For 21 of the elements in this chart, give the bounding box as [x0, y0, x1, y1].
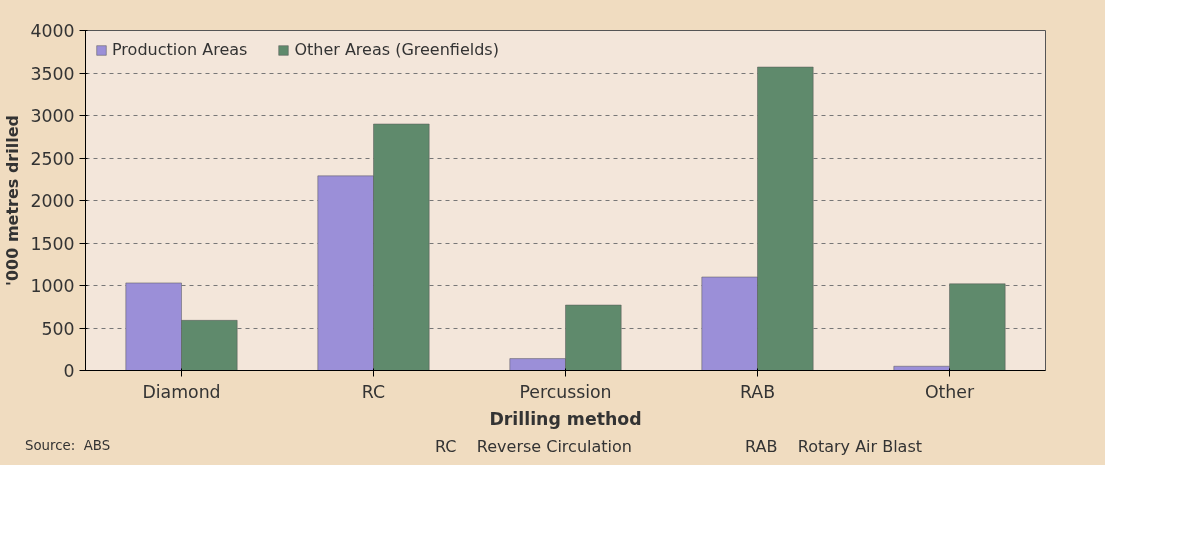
y-tick-label: 2500 [30, 148, 75, 169]
y-tick-label: 1500 [30, 233, 75, 254]
y-tick-label: 0 [63, 361, 75, 381]
x-tick-label: RC [361, 381, 386, 402]
y-tick-label: 500 [41, 318, 75, 339]
y-axis-title: '000 metres drilled [3, 115, 23, 286]
x-tick-label: Diamond [142, 381, 221, 402]
legend-label: Production Areas [112, 40, 248, 59]
y-tick-label: 1000 [30, 276, 75, 296]
y-tick-label: 3500 [30, 63, 75, 84]
y-tick-label: 4000 [30, 21, 75, 41]
legend-label: Other Areas (Greenfields) [294, 40, 499, 59]
y-tick-label: 2000 [30, 191, 75, 211]
text: RAB Rotary Air Blast [745, 436, 923, 458]
x-tick-label: Other [924, 381, 975, 402]
y-tick-label: 3000 [30, 106, 75, 126]
source-note: Source: ABS [25, 437, 111, 455]
text: RC Reverse Circulation [435, 436, 632, 458]
x-tick-label: Percussion [519, 381, 612, 402]
x-tick-label: RAB [739, 381, 776, 402]
x-axis-title: Drilling method [489, 408, 642, 429]
